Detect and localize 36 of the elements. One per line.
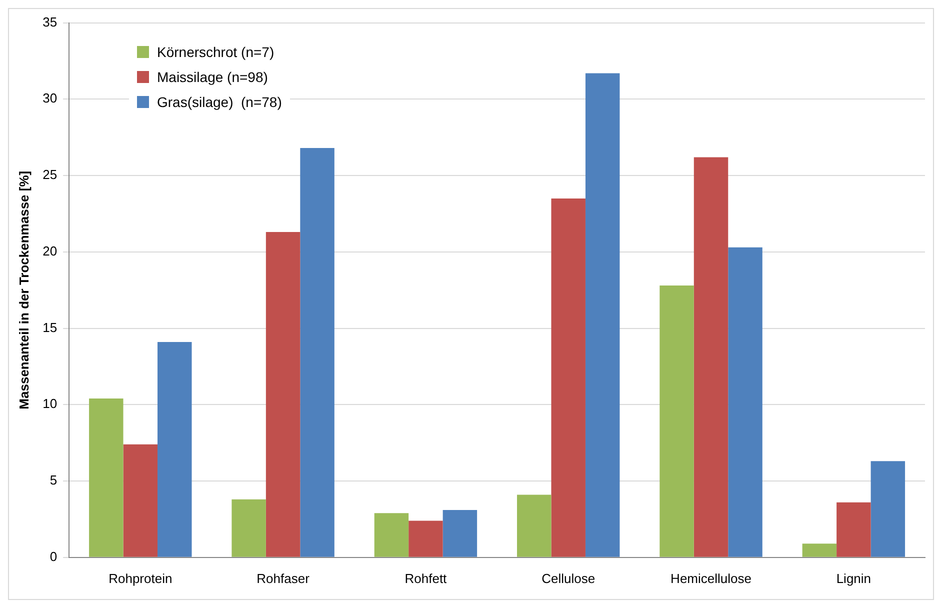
bar	[123, 444, 158, 557]
bar	[660, 286, 694, 557]
bar	[266, 232, 300, 557]
x-tick-label: Cellulose	[542, 570, 596, 586]
bar	[232, 499, 266, 557]
bar	[517, 494, 552, 557]
y-axis-title: Massenanteil in der Trockenmasse [%]	[16, 170, 32, 410]
x-tick-label: Hemicellulose	[670, 570, 752, 586]
legend-label: Körnerschrot (n=7)	[157, 44, 274, 60]
y-tick-label: 30	[42, 90, 58, 106]
y-tick-label: 10	[42, 396, 58, 412]
x-tick-label: Lignin	[836, 570, 872, 586]
y-tick-label: 0	[50, 548, 58, 564]
y-tick-label: 25	[42, 167, 58, 182]
y-tick-label: 20	[42, 243, 58, 258]
bar	[158, 342, 192, 557]
bar	[802, 544, 837, 557]
y-tick-label: 5	[50, 472, 58, 488]
bar	[585, 73, 620, 557]
bar	[408, 520, 443, 557]
bar	[300, 148, 334, 557]
bar	[442, 510, 478, 557]
x-tick-label: Rohprotein	[108, 570, 172, 586]
y-tick-label: 15	[42, 320, 58, 335]
bar	[694, 157, 728, 557]
y-tick-label: 35	[42, 14, 58, 30]
x-tick-label: Rohfett	[404, 570, 448, 586]
bar	[374, 513, 409, 557]
legend-label: Gras(silage) (n=78)	[157, 94, 282, 110]
bar	[728, 247, 762, 557]
bar	[89, 398, 124, 557]
bar	[870, 461, 906, 557]
bar	[551, 198, 586, 557]
bar	[836, 502, 871, 557]
legend-label: Maissilage (n=98)	[157, 68, 268, 84]
x-tick-label: Rohfaser	[256, 570, 310, 586]
